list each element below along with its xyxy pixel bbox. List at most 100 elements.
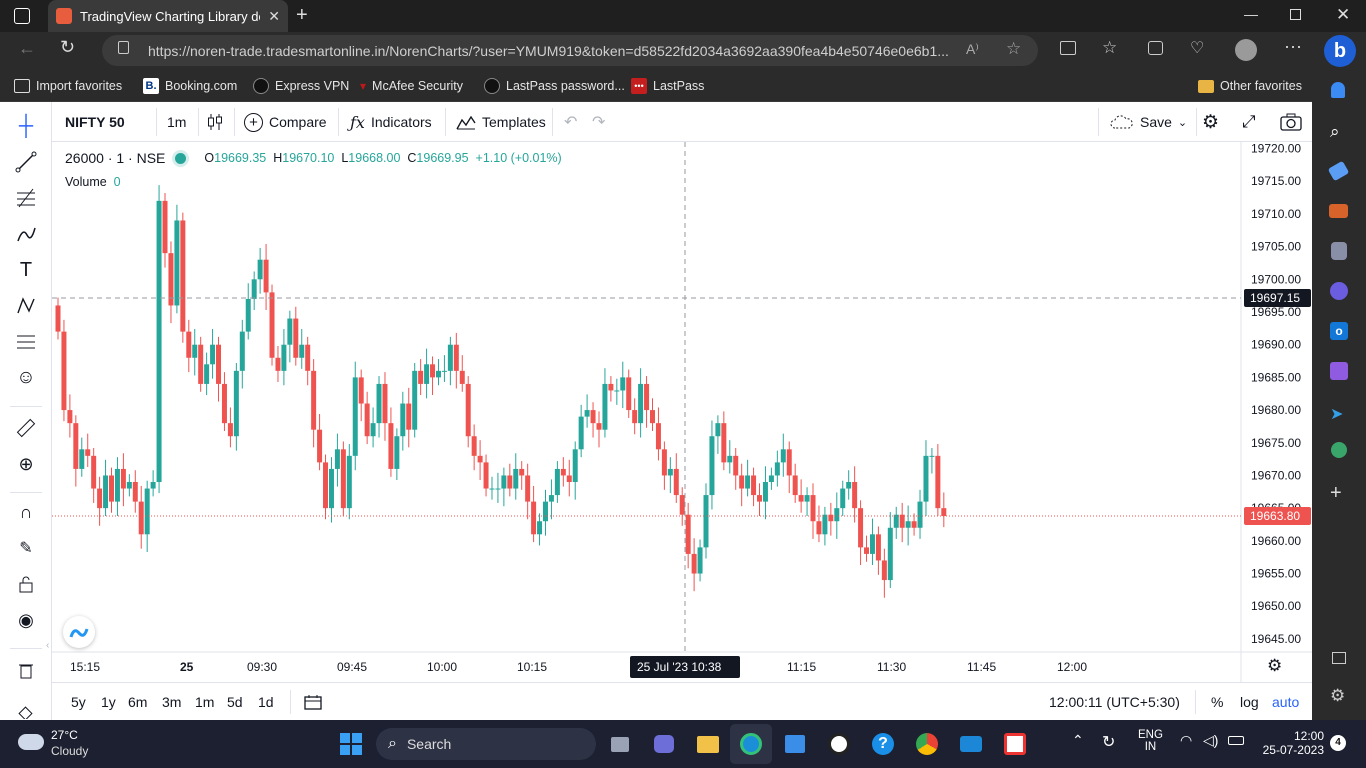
- price-chart[interactable]: 19720.00 19715.00 19710.00 19705.00 19700.00…: [52, 142, 1312, 682]
- tree-icon[interactable]: [1331, 442, 1347, 458]
- collections-icon[interactable]: [1148, 41, 1163, 55]
- delete-drawings-icon[interactable]: [12, 656, 40, 684]
- hide-sidebar-icon[interactable]: [1332, 652, 1346, 664]
- shopping-icon[interactable]: [1327, 160, 1350, 182]
- url-field[interactable]: https://noren-trade.tradesmartonline.in/…: [102, 35, 1038, 66]
- crosshair-tool-icon[interactable]: ┼: [18, 114, 34, 137]
- performance-icon[interactable]: ♡: [1190, 40, 1205, 57]
- brush-tool-icon[interactable]: [12, 220, 40, 248]
- close-window-icon[interactable]: ✕: [1336, 5, 1351, 24]
- favorite-mcafee[interactable]: ▾ McAfee Security: [360, 70, 463, 102]
- emoji-tool-icon[interactable]: ☺: [16, 367, 36, 388]
- chrome-icon[interactable]: [913, 728, 941, 760]
- show-hidden-icons[interactable]: ⌃: [1072, 732, 1084, 748]
- split-screen-icon[interactable]: [1060, 41, 1076, 55]
- notification-badge[interactable]: 4: [1330, 735, 1346, 751]
- sync-icon[interactable]: ↻: [1102, 734, 1116, 751]
- range-1y[interactable]: 1y: [101, 683, 116, 721]
- notifications-icon[interactable]: [1331, 82, 1345, 98]
- weather-desc[interactable]: Cloudy: [51, 744, 89, 758]
- tools-icon[interactable]: [1329, 204, 1348, 218]
- maximize-icon[interactable]: [1290, 9, 1301, 20]
- auto-scale-toggle[interactable]: auto: [1272, 683, 1299, 721]
- refresh-icon[interactable]: ↻: [60, 37, 76, 57]
- sidebar-settings-icon[interactable]: ⚙: [1330, 686, 1346, 705]
- telegram-icon[interactable]: ➤: [1330, 406, 1344, 423]
- templates-button[interactable]: Templates: [456, 102, 546, 142]
- workspaces-icon[interactable]: [14, 8, 30, 24]
- wifi-icon[interactable]: ◠: [1180, 732, 1193, 748]
- symbol-search-button[interactable]: NIFTY 50: [65, 102, 125, 142]
- lock-drawings-icon[interactable]: [12, 570, 40, 598]
- windows-start-icon[interactable]: [340, 733, 362, 755]
- file-explorer-icon[interactable]: [694, 728, 722, 760]
- read-aloud-icon[interactable]: A⁾: [966, 41, 979, 57]
- meet-icon[interactable]: [650, 728, 678, 760]
- taskbar-search[interactable]: ⌕ Search: [376, 728, 596, 760]
- edge-browser-icon[interactable]: [737, 728, 765, 760]
- battery-icon[interactable]: [1228, 736, 1244, 745]
- back-icon[interactable]: ←: [18, 38, 36, 58]
- indicators-button[interactable]: ƒx Indicators: [350, 102, 432, 142]
- outlook-icon[interactable]: o: [1330, 322, 1348, 340]
- volume-label[interactable]: Volume: [65, 175, 107, 189]
- magnet-tool-icon[interactable]: ∩: [19, 501, 33, 522]
- more-menu-icon[interactable]: ···: [1284, 36, 1302, 56]
- tab-close-icon[interactable]: ✕: [268, 7, 280, 24]
- new-tab-icon[interactable]: +: [296, 4, 308, 26]
- favorite-expressvpn[interactable]: Express VPN: [253, 70, 349, 102]
- range-3m[interactable]: 3m: [162, 683, 181, 721]
- go-to-date-icon[interactable]: [304, 683, 322, 721]
- range-5d[interactable]: 5d: [227, 683, 243, 721]
- favorite-star-icon[interactable]: ☆: [1006, 39, 1022, 58]
- percent-scale-toggle[interactable]: %: [1211, 683, 1223, 721]
- redo-icon[interactable]: ↷: [592, 114, 606, 131]
- favorite-import[interactable]: Import favorites: [14, 70, 122, 102]
- collapse-toolbar-icon[interactable]: ‹: [46, 640, 50, 651]
- search-sidebar-icon[interactable]: ⌕: [1330, 122, 1340, 141]
- store-icon[interactable]: [781, 728, 809, 760]
- log-scale-toggle[interactable]: log: [1240, 683, 1259, 721]
- favorites-icon[interactable]: ☆: [1102, 38, 1118, 57]
- add-sidebar-icon[interactable]: +: [1330, 482, 1342, 504]
- trading-app-icon[interactable]: [957, 728, 985, 760]
- pattern-tool-icon[interactable]: [12, 292, 40, 320]
- designer-icon[interactable]: [1330, 362, 1348, 380]
- trend-line-tool-icon[interactable]: [12, 148, 40, 176]
- browser-tab[interactable]: TradingView Charting Library demo ✕: [48, 0, 288, 32]
- timezone-clock[interactable]: 12:00:11 (UTC+5:30): [1049, 683, 1180, 721]
- range-1m[interactable]: 1m: [195, 683, 214, 721]
- stay-drawing-icon[interactable]: ✎: [19, 540, 33, 557]
- range-1d[interactable]: 1d: [258, 683, 274, 721]
- prediction-tool-icon[interactable]: [12, 328, 40, 356]
- language-indicator[interactable]: ENG IN: [1138, 729, 1163, 753]
- text-tool-icon[interactable]: T: [19, 258, 33, 281]
- undo-icon[interactable]: ↶: [564, 114, 578, 131]
- compare-button[interactable]: + Compare: [244, 102, 327, 142]
- chart-type-button[interactable]: [207, 102, 223, 142]
- zoom-in-tool-icon[interactable]: ⊕: [18, 453, 34, 474]
- object-tree-icon[interactable]: [12, 698, 40, 726]
- favorite-lastpass[interactable]: ••• LastPass: [631, 70, 704, 102]
- app-circle-icon[interactable]: [825, 728, 853, 760]
- bing-copilot-icon[interactable]: b: [1324, 35, 1356, 67]
- interval-button[interactable]: 1m: [167, 102, 186, 142]
- taskbar-clock[interactable]: 12:00 25-07-2023: [1258, 729, 1324, 757]
- screenshot-camera-icon[interactable]: [1280, 102, 1302, 142]
- legend-symbol-title[interactable]: 26000 · 1 · NSE: [65, 150, 166, 166]
- range-6m[interactable]: 6m: [128, 683, 147, 721]
- profile-avatar[interactable]: [1235, 39, 1257, 61]
- volume-icon[interactable]: ◁): [1203, 732, 1219, 748]
- save-button[interactable]: Save ⌄: [1110, 102, 1187, 142]
- chart-app-icon[interactable]: [1001, 728, 1029, 760]
- favorite-booking[interactable]: B. Booking.com: [143, 70, 237, 102]
- settings-gear-icon[interactable]: ⚙: [1202, 111, 1220, 133]
- favorite-lastpass-password[interactable]: LastPass password...: [484, 70, 625, 102]
- fullscreen-icon[interactable]: ⤢: [1242, 112, 1256, 131]
- help-icon[interactable]: ?: [869, 728, 897, 760]
- range-5y[interactable]: 5y: [71, 683, 86, 721]
- weather-temp[interactable]: 27°C: [51, 728, 78, 742]
- tradingview-logo[interactable]: [63, 616, 95, 648]
- hide-drawings-icon[interactable]: ◉: [18, 609, 34, 630]
- axis-settings-icon[interactable]: ⚙: [1267, 656, 1283, 675]
